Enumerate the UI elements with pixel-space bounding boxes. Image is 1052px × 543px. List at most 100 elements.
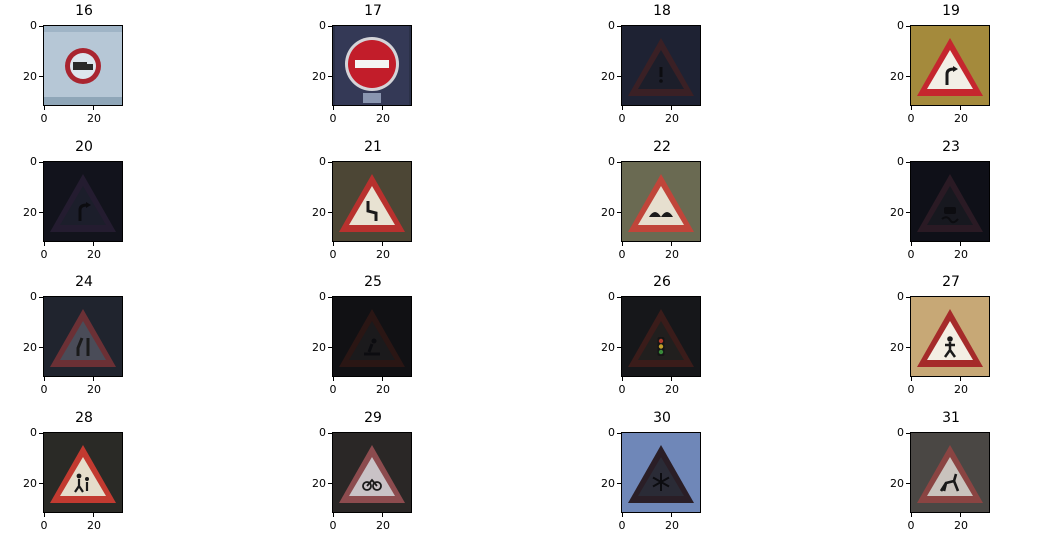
x-tick-mark xyxy=(911,242,912,246)
x-tick-label: 20 xyxy=(954,383,968,396)
image-panel: 30 0 0 20 20 xyxy=(578,407,718,537)
y-tick-mark xyxy=(617,75,621,77)
y-tick-label: 20 xyxy=(23,69,37,83)
panel-title: 18 xyxy=(653,3,671,19)
y-tick-mark xyxy=(39,26,43,27)
y-tick-mark xyxy=(328,26,332,27)
y-tick-label: 20 xyxy=(312,476,326,490)
y-tick-mark xyxy=(39,482,43,484)
y-tick-label: 20 xyxy=(601,205,615,219)
panel-title: 16 xyxy=(75,3,93,19)
road-work-icon xyxy=(333,297,411,376)
y-tick-mark xyxy=(328,75,332,77)
y-tick-label: 20 xyxy=(890,340,904,354)
image-panel: 20 0 0 20 20 xyxy=(0,136,140,266)
y-tick-mark xyxy=(39,346,43,348)
x-tick-label: 20 xyxy=(376,519,390,532)
y-tick-mark xyxy=(906,346,910,348)
sign-image xyxy=(910,161,990,242)
y-tick-label: 0 xyxy=(897,19,904,32)
y-tick-mark xyxy=(328,482,332,484)
x-tick-mark xyxy=(382,513,383,517)
panel-title: 19 xyxy=(942,3,960,19)
sign-image xyxy=(43,25,123,106)
image-panel: 28 0 0 20 20 xyxy=(0,407,140,537)
y-tick-mark xyxy=(617,433,621,434)
x-tick-mark xyxy=(382,106,383,110)
y-tick-mark xyxy=(39,75,43,77)
y-tick-mark xyxy=(906,482,910,484)
panel-title: 31 xyxy=(942,410,960,426)
image-panel: 22 0 0 20 20 xyxy=(578,136,718,266)
x-tick-mark xyxy=(960,377,961,381)
y-tick-label: 0 xyxy=(897,155,904,168)
x-tick-label: 20 xyxy=(954,519,968,532)
y-tick-label: 0 xyxy=(608,426,615,439)
image-panel: 23 0 0 20 20 xyxy=(867,136,1007,266)
x-tick-label: 20 xyxy=(376,248,390,261)
y-tick-label: 20 xyxy=(601,476,615,490)
image-panel: 19 0 0 20 20 xyxy=(867,0,1007,130)
x-tick-label: 0 xyxy=(40,248,48,261)
x-tick-mark xyxy=(911,513,912,517)
x-tick-label: 0 xyxy=(329,112,337,125)
y-tick-mark xyxy=(39,297,43,298)
y-tick-label: 20 xyxy=(890,205,904,219)
sign-image xyxy=(621,432,701,513)
sign-image xyxy=(43,161,123,242)
bumpy-road-icon xyxy=(622,162,700,241)
y-tick-label: 20 xyxy=(23,476,37,490)
x-tick-label: 20 xyxy=(87,519,101,532)
snowflake-icon xyxy=(622,433,700,512)
x-tick-label: 0 xyxy=(40,112,48,125)
panel-title: 21 xyxy=(364,139,382,155)
x-tick-mark xyxy=(671,513,672,517)
x-tick-label: 20 xyxy=(665,112,679,125)
sign-image xyxy=(910,25,990,106)
y-tick-label: 0 xyxy=(608,19,615,32)
x-tick-label: 0 xyxy=(907,383,915,396)
x-tick-mark xyxy=(93,513,94,517)
x-tick-mark xyxy=(333,377,334,381)
y-tick-label: 20 xyxy=(23,340,37,354)
y-tick-mark xyxy=(617,162,621,163)
y-tick-label: 20 xyxy=(601,340,615,354)
curve-right-icon xyxy=(44,162,122,241)
x-tick-label: 0 xyxy=(907,519,915,532)
x-tick-mark xyxy=(93,377,94,381)
bicycle-icon xyxy=(333,433,411,512)
image-panel: 25 0 0 20 20 xyxy=(289,271,429,401)
y-tick-mark xyxy=(328,297,332,298)
y-tick-label: 20 xyxy=(23,205,37,219)
panel-title: 24 xyxy=(75,274,93,290)
x-tick-label: 0 xyxy=(618,519,626,532)
x-tick-mark xyxy=(622,106,623,110)
y-tick-mark xyxy=(39,433,43,434)
panel-title: 26 xyxy=(653,274,671,290)
image-panel: 24 0 0 20 20 xyxy=(0,271,140,401)
sign-image xyxy=(332,296,412,377)
image-panel: 31 0 0 20 20 xyxy=(867,407,1007,537)
x-tick-mark xyxy=(44,106,45,110)
x-tick-label: 0 xyxy=(618,112,626,125)
y-tick-mark xyxy=(906,162,910,163)
y-tick-label: 0 xyxy=(30,19,37,32)
traffic-signal-icon xyxy=(622,297,700,376)
y-tick-mark xyxy=(617,26,621,27)
x-tick-mark xyxy=(622,377,623,381)
y-tick-label: 0 xyxy=(897,426,904,439)
panel-title: 17 xyxy=(364,3,382,19)
y-tick-mark xyxy=(906,26,910,27)
x-tick-mark xyxy=(44,513,45,517)
panel-title: 30 xyxy=(653,410,671,426)
x-tick-label: 0 xyxy=(40,519,48,532)
x-tick-mark xyxy=(622,513,623,517)
y-tick-mark xyxy=(617,297,621,298)
curve-right-icon xyxy=(911,26,989,105)
y-tick-label: 0 xyxy=(30,290,37,303)
x-tick-label: 20 xyxy=(87,112,101,125)
image-panel: 18 0 0 20 20 xyxy=(578,0,718,130)
sign-image xyxy=(910,296,990,377)
sign-image xyxy=(621,25,701,106)
